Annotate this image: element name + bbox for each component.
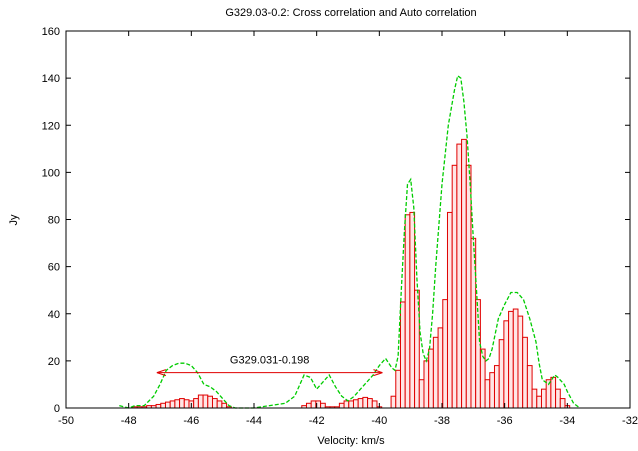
bar: [367, 398, 373, 409]
y-tick-label: 40: [48, 309, 60, 321]
bar: [155, 403, 162, 409]
bar: [409, 211, 416, 409]
x-axis-label: Velocity: km/s: [317, 435, 385, 447]
bar: [456, 143, 463, 409]
bar: [320, 402, 326, 409]
bar: [211, 398, 218, 409]
bar: [183, 399, 190, 409]
bar: [428, 348, 434, 409]
bar: [193, 398, 199, 409]
y-tick-label: 20: [48, 356, 60, 368]
bar: [465, 164, 472, 409]
bar: [399, 301, 406, 409]
bar: [221, 402, 228, 409]
annotation-arrowhead-right: [373, 369, 383, 377]
bar: [531, 388, 538, 409]
bar: [498, 339, 505, 409]
annotation-group: G329.031-0.198: [156, 355, 383, 377]
bar: [164, 401, 171, 409]
bar: [371, 400, 378, 409]
bar: [559, 398, 566, 409]
histogram-bars: [132, 138, 571, 409]
bar: [442, 299, 448, 409]
bar: [338, 402, 345, 409]
x-tick-label: -48: [121, 415, 137, 427]
bar: [517, 315, 524, 409]
bar: [202, 394, 209, 409]
plot-frame: [65, 30, 631, 409]
x-axis: -50 -48 -46 -44 -42 -40 -38 -36 -34 -32: [58, 31, 638, 427]
bar: [550, 376, 557, 409]
bar: [179, 398, 185, 409]
bar: [348, 400, 354, 409]
bar: [493, 365, 500, 409]
y-axis-label: Jy: [8, 214, 20, 226]
x-tick-label: -46: [183, 415, 199, 427]
bar: [432, 336, 439, 409]
x-tick-label: -42: [309, 415, 325, 427]
y-axis: 0 20 40 60 80 100 120 140 160: [42, 26, 630, 415]
bar: [512, 308, 519, 409]
bar: [489, 372, 495, 409]
bar: [446, 211, 453, 409]
bar: [357, 398, 364, 409]
bar: [310, 400, 317, 409]
bar: [160, 402, 166, 409]
x-tick-label: -44: [246, 415, 262, 427]
bar: [508, 310, 514, 409]
bar: [352, 399, 359, 409]
bar: [216, 400, 223, 409]
x-tick-label: -50: [58, 415, 74, 427]
y-tick-label: 100: [42, 167, 60, 179]
bar: [174, 399, 181, 409]
bar: [484, 379, 491, 409]
y-tick-label: 160: [42, 26, 60, 38]
bar: [437, 327, 444, 409]
x-tick-label: -38: [434, 415, 450, 427]
bar: [503, 320, 510, 409]
bar: [395, 369, 401, 409]
x-tick-label: -36: [497, 415, 513, 427]
x-tick-label: -32: [622, 415, 638, 427]
bar: [305, 402, 312, 409]
bar: [423, 360, 430, 409]
bar: [362, 396, 369, 409]
bar: [390, 395, 397, 409]
y-tick-label: 60: [48, 262, 60, 274]
bar: [418, 379, 425, 409]
y-tick-label: 80: [48, 215, 60, 227]
bar: [197, 394, 204, 409]
y-tick-label: 120: [42, 120, 60, 132]
x-tick-label: -34: [559, 415, 575, 427]
x-tick-label: -40: [371, 415, 387, 427]
bar: [461, 138, 467, 409]
annotation-arrowhead-left: [156, 369, 167, 377]
bar: [169, 400, 176, 409]
y-tick-label: 140: [42, 73, 60, 85]
bar: [555, 388, 561, 409]
chart-title: G329.03-0.2: Cross correlation and Auto …: [225, 7, 476, 19]
bar: [540, 388, 547, 409]
bar: [526, 365, 533, 409]
bar: [207, 395, 213, 409]
annotation-label: G329.031-0.198: [230, 355, 310, 367]
bar: [522, 336, 528, 409]
bar: [404, 214, 411, 409]
bar: [536, 395, 542, 409]
bar: [343, 400, 350, 409]
y-tick-label: 0: [54, 403, 60, 415]
bar: [451, 164, 458, 409]
